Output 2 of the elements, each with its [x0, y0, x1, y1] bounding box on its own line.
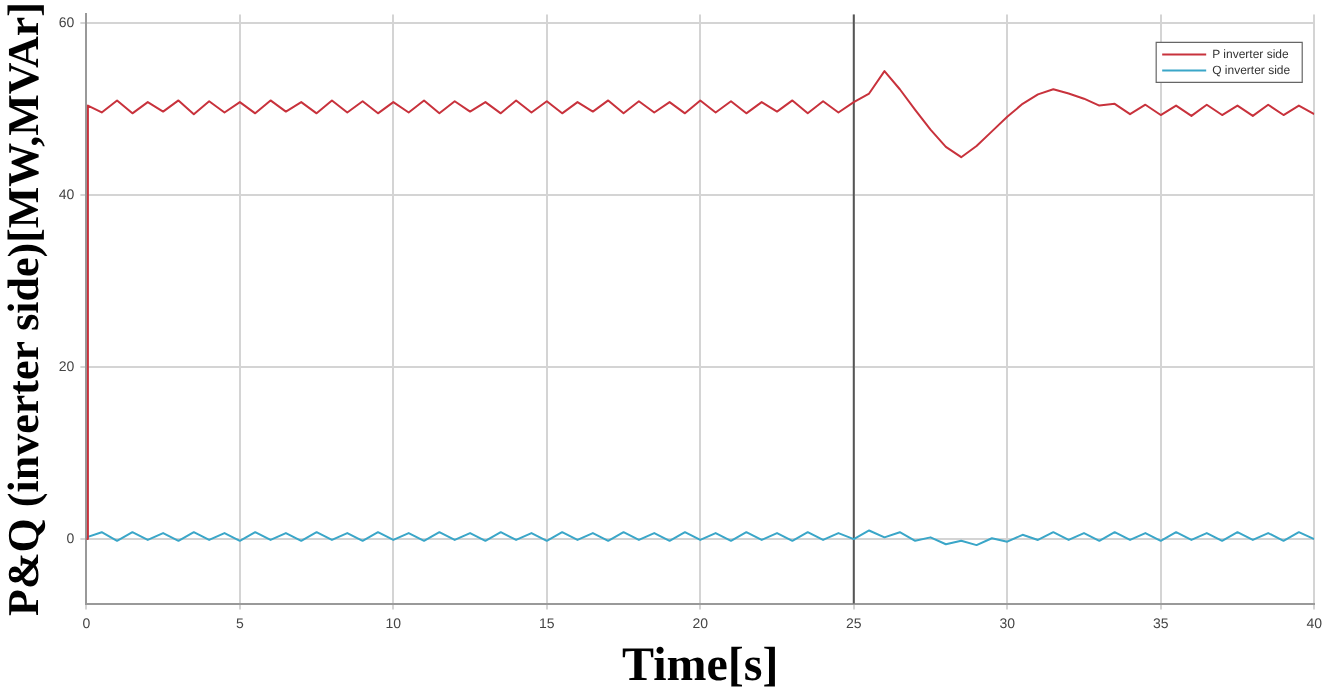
x-axis-title: Time[s] [622, 639, 779, 692]
y-axis-title: P&Q (inverter side)[MW,MVAr] [0, 2, 48, 616]
